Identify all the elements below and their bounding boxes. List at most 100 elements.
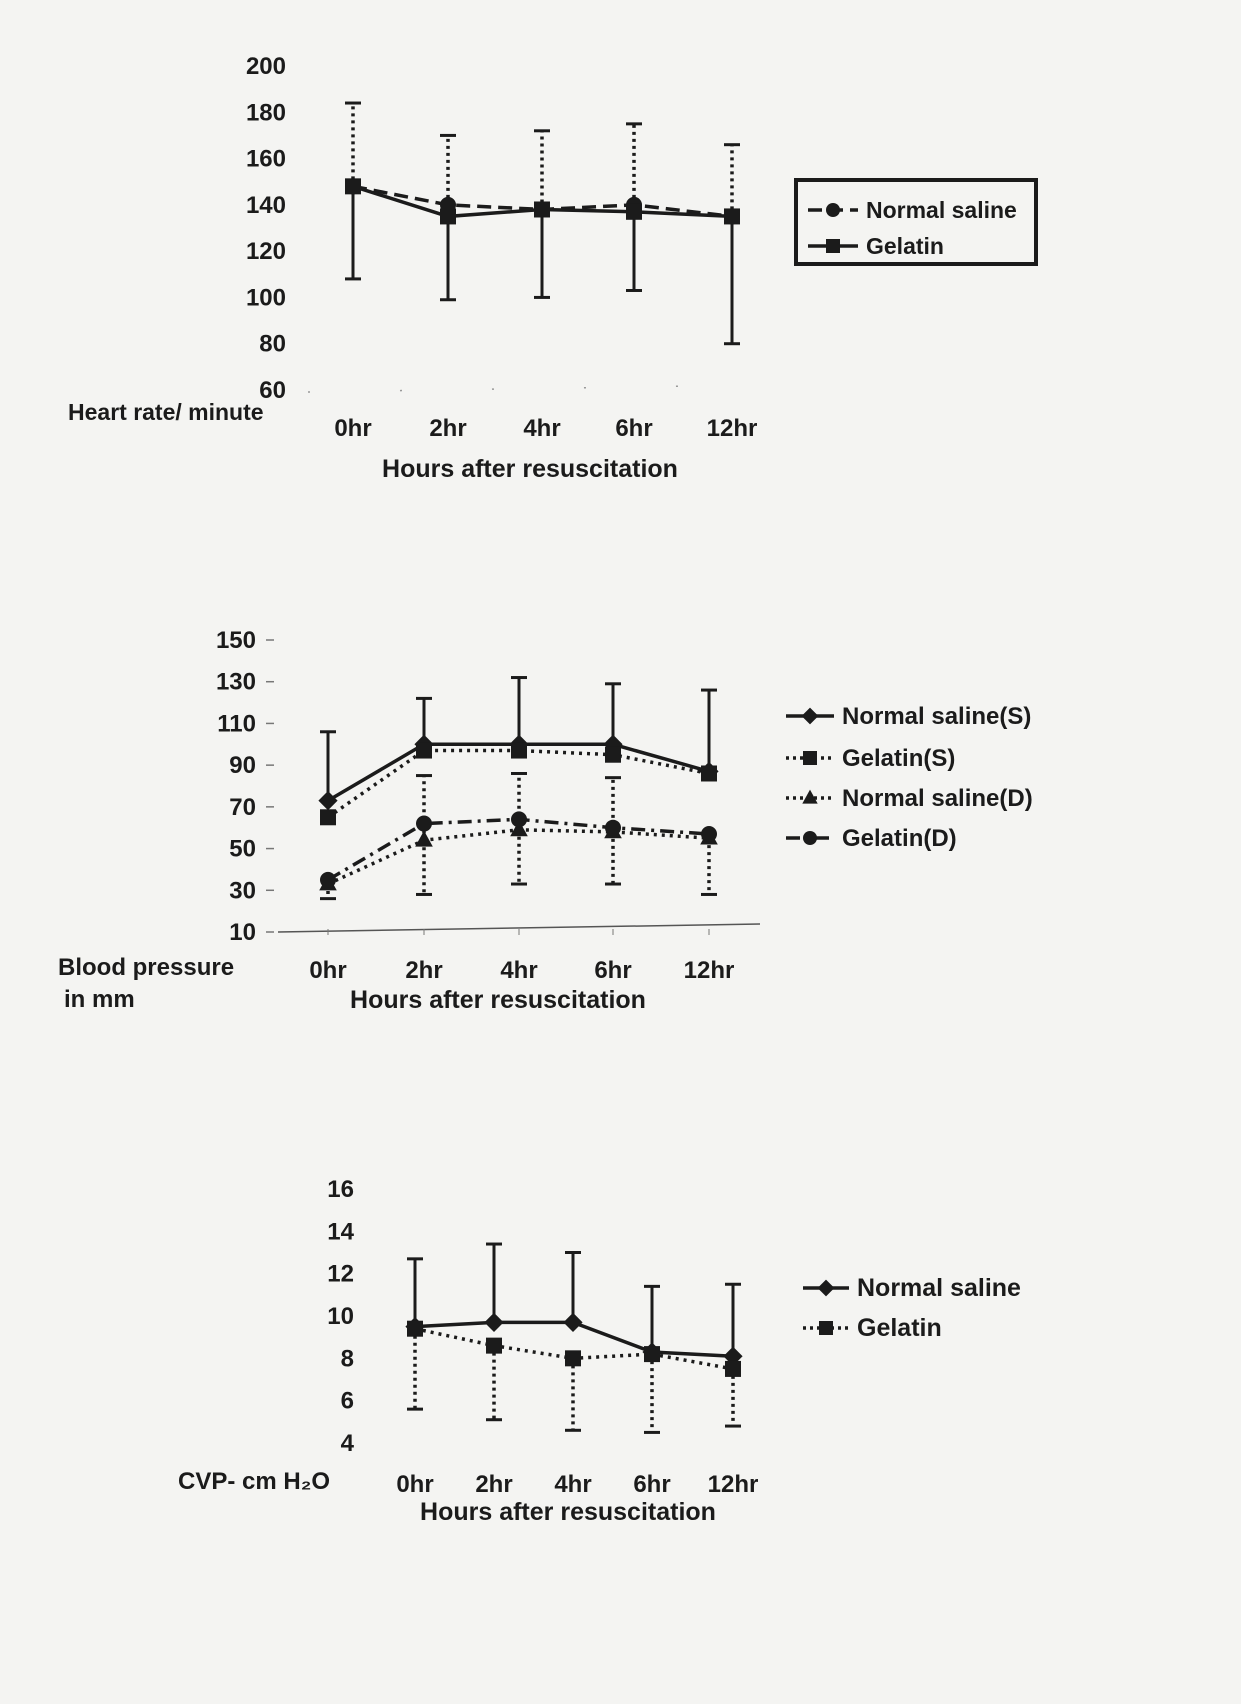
data-point (725, 1360, 741, 1377)
y-tick-label: 30 (229, 877, 256, 904)
legend-label: Gelatin (866, 233, 944, 259)
legend-box (794, 178, 1038, 266)
y-tick-label: 80 (259, 331, 286, 358)
data-point (701, 765, 717, 782)
x-tick-label: 2hr (429, 415, 466, 442)
x-tick-label: 4hr (500, 957, 537, 984)
data-point (626, 203, 642, 220)
y-tick-label: 14 (327, 1218, 354, 1245)
x-axis-title: Hours after resuscitation (382, 455, 678, 483)
data-point (484, 1312, 504, 1332)
y-tick-label: 50 (229, 836, 256, 863)
y-tick-label: 70 (229, 794, 256, 821)
y-tick-label: 130 (216, 669, 256, 696)
chart-3: 4 6 8 10 12 14 16 0hr 2hr 4hr 6hr 12hr CVP- cm H₂O Ho… (178, 1176, 1021, 1526)
series-1 (405, 1242, 743, 1366)
y-tick-label: 200 (246, 53, 286, 80)
x-tick-label: 4hr (554, 1471, 591, 1498)
series-line (327, 748, 710, 819)
x-axis-title: Hours after resuscitation (350, 986, 646, 1014)
legend-label: Normal saline (866, 197, 1017, 223)
legend-swatch-marker (803, 751, 817, 765)
data-point (320, 809, 336, 826)
y-tick-label: 140 (246, 192, 286, 219)
y-tick-label: 6 (341, 1388, 354, 1415)
x-tick-label: 2hr (475, 1471, 512, 1498)
legend-swatch-marker (826, 203, 840, 217)
x-tick-label: 0hr (396, 1471, 433, 1498)
data-point (415, 830, 433, 847)
series-2 (407, 1320, 741, 1434)
data-point (440, 208, 456, 225)
x-tick-label: 12hr (684, 957, 735, 984)
data-point (510, 820, 528, 837)
data-point (565, 1350, 581, 1367)
legend-label: Gelatin (857, 1314, 942, 1342)
data-point (534, 201, 550, 218)
y-tick-label: 4 (341, 1430, 355, 1457)
y-axis-title: Heart rate/ minute (68, 399, 264, 425)
legend-label: Gelatin(D) (842, 825, 957, 852)
data-point (605, 819, 621, 836)
x-tick-label: 0hr (334, 415, 371, 442)
chart-2: 10 30 50 70 90 110 130 150 0hr 2hr 4hr 6hr 12hr Blood… (58, 627, 1033, 1014)
y-tick-label: 10 (327, 1303, 354, 1330)
data-point (511, 811, 527, 828)
y-tick-label: 100 (246, 284, 286, 311)
legend-swatch-marker (819, 1321, 833, 1335)
y-axis-title: in mm (64, 986, 135, 1013)
x-axis-line (307, 384, 761, 393)
legend-label: Gelatin(S) (842, 745, 955, 772)
data-point (416, 815, 432, 832)
legend-label: Normal saline (857, 1274, 1021, 1302)
data-point (318, 791, 338, 811)
data-point (320, 871, 336, 888)
x-tick-label: 6hr (615, 415, 652, 442)
y-axis-title: CVP- cm H₂O (178, 1468, 330, 1495)
legend: Normal saline Gelatin (803, 1274, 1021, 1342)
data-point (603, 734, 623, 754)
y-axis-title: Blood pressure (58, 954, 234, 981)
data-point (605, 746, 621, 763)
legend-label: Normal saline(S) (842, 703, 1031, 730)
y-tick-label: 120 (246, 238, 286, 265)
legend: Normal saline Gelatin (794, 178, 1038, 266)
y-tick-label: 150 (216, 627, 256, 654)
data-point (345, 178, 361, 195)
x-tick-label: 0hr (309, 957, 346, 984)
data-point (644, 1346, 660, 1363)
series-2 (345, 178, 740, 346)
series-2 (320, 742, 717, 826)
y-tick-label: 10 (229, 919, 256, 946)
legend: Normal saline(S) Gelatin(S) Normal saline(… (786, 703, 1033, 852)
x-axis-line (277, 923, 761, 933)
data-point (407, 1320, 423, 1337)
data-point (563, 1312, 583, 1332)
data-point (416, 742, 432, 759)
y-tick-label: 110 (217, 710, 256, 737)
y-tick-label: 12 (327, 1261, 354, 1288)
series-4 (320, 811, 717, 888)
data-point (486, 1337, 502, 1354)
legend-label: Normal saline(D) (842, 785, 1033, 812)
series-3 (319, 771, 718, 901)
x-tick-label: 12hr (707, 415, 758, 442)
y-tick-label: 160 (246, 146, 286, 173)
data-point (511, 742, 527, 759)
y-tick-label: 90 (229, 752, 256, 779)
y-tick-label: 60 (259, 377, 286, 404)
chart-1: 60 80 100 120 140 160 180 200 0hr 2hr 4hr 6hr 12hr He… (68, 53, 1038, 483)
y-tick-label: 16 (327, 1176, 354, 1203)
legend-swatch-marker (802, 789, 818, 804)
legend-swatch-marker (803, 831, 817, 845)
x-axis-title: Hours after resuscitation (420, 1498, 716, 1526)
y-tick-label: 180 (246, 99, 286, 126)
legend-swatch-marker (817, 1279, 835, 1297)
x-tick-label: 2hr (405, 957, 442, 984)
data-point (701, 825, 717, 842)
x-tick-label: 6hr (633, 1471, 670, 1498)
y-tick-label: 8 (341, 1345, 354, 1372)
x-tick-label: 12hr (708, 1471, 759, 1498)
data-point (724, 208, 740, 225)
